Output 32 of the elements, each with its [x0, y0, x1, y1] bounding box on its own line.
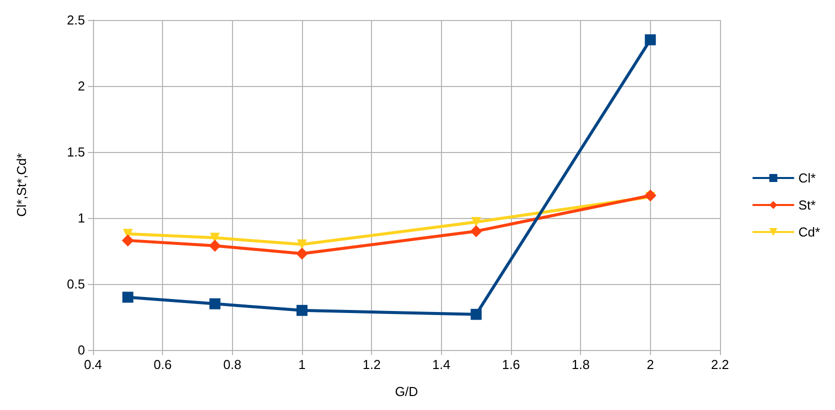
y-tick-label: 0 [78, 342, 85, 358]
point [296, 248, 308, 260]
x-tick-label: 2.2 [710, 357, 730, 372]
y-tick-label: 1 [78, 210, 85, 226]
point [122, 234, 134, 246]
x-tick-label: 0.8 [223, 357, 242, 372]
point [470, 308, 482, 320]
x-tick-label: 1 [298, 357, 306, 372]
x-tick-label: 1.6 [502, 357, 520, 372]
y-tick-label: 0.5 [66, 276, 85, 292]
legend-label: St* [798, 198, 816, 212]
point [470, 225, 482, 238]
y-tick-label: 1.5 [66, 144, 85, 160]
y-tick-label: 2.5 [66, 12, 85, 28]
x-tick-label: 1.4 [432, 357, 450, 372]
x-tick-label: 0.6 [154, 357, 172, 372]
x-tick-label: 1.2 [362, 357, 381, 372]
point [122, 292, 134, 303]
x-axis-title: G/D [394, 384, 418, 399]
x-tick-label: 2 [646, 357, 654, 372]
y-tick-label: 2 [78, 78, 85, 94]
point [644, 34, 656, 46]
x-tick-label: 0.4 [84, 357, 102, 372]
y-axis-title: Cl*,St*,Cd* [14, 153, 29, 217]
point [471, 216, 482, 227]
point [208, 240, 221, 252]
point [296, 304, 308, 316]
legend-label: Cl* [798, 170, 816, 186]
legend-label: Cd* [798, 224, 820, 240]
x-tick-label: 1.8 [572, 357, 590, 372]
point [209, 298, 220, 310]
point [297, 239, 307, 250]
